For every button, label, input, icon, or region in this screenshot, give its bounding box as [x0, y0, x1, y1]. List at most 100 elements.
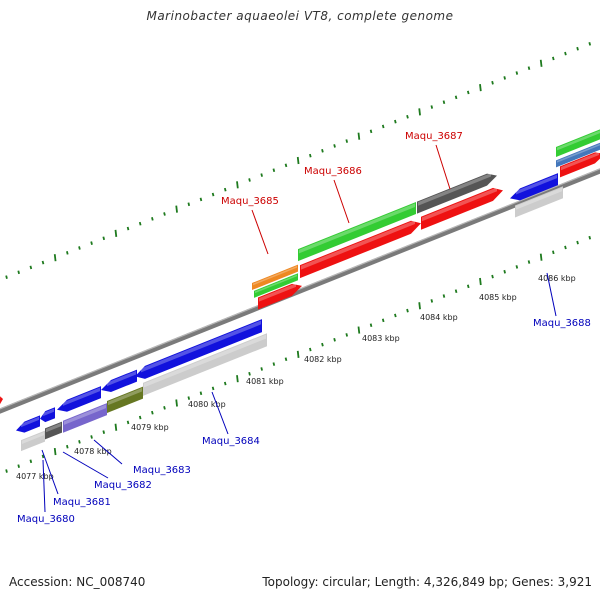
feature-red-right-shape: [560, 152, 600, 178]
tick-mark-outer: [5, 275, 8, 279]
gene-leader-line: [333, 179, 350, 224]
backbone-highlight: [0, 168, 600, 410]
tick-mark-inner: [418, 302, 421, 310]
tick-mark-outer: [515, 71, 519, 75]
tick-mark-outer: [564, 51, 567, 56]
feature-maqu-3685-gloss: [259, 283, 296, 302]
feature-maqu-3687-red[interactable]: [421, 187, 503, 230]
tick-mark-inner: [223, 381, 227, 386]
feature-olive[interactable]: [107, 386, 143, 413]
feature-maqu-3687-red-shape: [421, 187, 503, 230]
tick-mark-inner: [151, 410, 154, 415]
feature-maqu-3682-blue-shape: [57, 386, 101, 412]
feature-maqu-3684[interactable]: [135, 319, 262, 379]
tick-mark-outer: [78, 246, 81, 250]
tick-mark-inner: [17, 464, 20, 468]
tick-mark-inner: [138, 415, 142, 420]
feature-red-right[interactable]: [560, 151, 600, 178]
feature-maqu-3680-blue-shape: [16, 415, 40, 433]
tick-mark-inner: [78, 440, 81, 444]
feature-maqu-3685[interactable]: [258, 283, 302, 310]
feature-maqu-3684-shape: [135, 319, 262, 379]
feature-maqu-3686-top-shape: [298, 201, 416, 262]
tick-mark-outer: [381, 124, 385, 129]
feature-maqu-3688-blue-shape: [510, 173, 558, 201]
gene-label-forward[interactable]: Maqu_3687: [405, 131, 463, 142]
gene-label-forward[interactable]: Maqu_3685: [221, 196, 279, 207]
feature-maqu-3687-gloss: [418, 172, 491, 206]
feature-maqu-3681-blue-shape: [40, 407, 55, 423]
feature-maqu-3686[interactable]: [300, 220, 421, 279]
tick-mark-inner: [211, 386, 215, 391]
scale-label: 4084 kbp: [420, 313, 458, 322]
tick-mark-inner: [454, 289, 458, 294]
tick-mark-outer: [309, 153, 312, 158]
feature-blue-mid-shape: [101, 369, 137, 392]
tick-mark-outer: [29, 265, 33, 270]
scale-label: 4077 kbp: [16, 472, 54, 481]
accession-label: Accession: NC_008740: [9, 575, 146, 589]
feature-maqu-3687-red-gloss: [422, 187, 497, 222]
tick-mark-inner: [53, 447, 57, 456]
feature-maqu-3688-blue[interactable]: [510, 173, 558, 201]
tick-mark-inner: [539, 253, 543, 261]
tick-mark-inner: [296, 350, 300, 358]
tick-mark-outer: [430, 105, 434, 109]
feature-gray-long-gloss: [144, 334, 266, 388]
feature-blue-right[interactable]: [556, 141, 600, 168]
scale-label: 4082 kbp: [304, 355, 342, 364]
tick-mark-outer: [527, 66, 531, 70]
tick-mark-outer: [345, 139, 349, 143]
gene-label-reverse[interactable]: Maqu_3688: [533, 318, 591, 329]
feature-maqu-3681-blue[interactable]: [40, 407, 55, 423]
tick-mark-outer: [394, 119, 397, 124]
tick-mark-inner: [199, 391, 203, 396]
gene-label-reverse[interactable]: Maqu_3680: [17, 514, 75, 525]
scale-labels: 4077 kbp 4078 kbp 4079 kbp 4080 kbp 4081 kbp…: [16, 274, 576, 481]
scale-label: 4078 kbp: [74, 447, 112, 456]
feature-gray-long[interactable]: [143, 333, 267, 396]
tick-mark-inner: [5, 469, 8, 473]
tick-mark-outer: [333, 144, 336, 148]
gene-label-reverse[interactable]: Maqu_3684: [202, 436, 260, 447]
tick-mark-inner: [260, 367, 263, 371]
feature-gray-small[interactable]: [21, 430, 45, 452]
gene-label-reverse[interactable]: Maqu_3681: [53, 497, 111, 508]
feature-green-right[interactable]: [556, 127, 600, 157]
feature-dark-small[interactable]: [45, 421, 62, 440]
gene-leader-line: [546, 272, 557, 317]
tick-mark-outer: [260, 173, 263, 177]
backbone-line: [0, 168, 600, 414]
tick-mark-outer: [539, 59, 543, 67]
tick-mark-inner: [515, 265, 519, 269]
feature-maqu-3687[interactable]: [417, 172, 497, 214]
tick-mark-outer: [369, 129, 373, 134]
gene-features: [0, 127, 600, 452]
tick-mark-inner: [564, 245, 567, 250]
tick-mark-outer: [53, 254, 57, 262]
feature-maqu-3680-blue[interactable]: [16, 415, 40, 433]
tick-mark-inner: [236, 375, 239, 383]
tick-mark-inner: [41, 454, 45, 459]
tick-mark-outer: [175, 205, 178, 213]
genome-title: Marinobacter aquaeolei VT8, complete gen…: [146, 9, 454, 23]
tick-mark-inner: [442, 294, 446, 298]
gene-label-reverse[interactable]: Maqu_3683: [133, 465, 191, 476]
tick-mark-inner: [479, 277, 482, 286]
feature-maqu-3688-gray[interactable]: [515, 186, 563, 218]
feature-maqu-3688-blue-gloss: [516, 174, 557, 195]
feature-maqu-3685-orange[interactable]: [252, 264, 298, 291]
gene-label-reverse[interactable]: Maqu_3682: [94, 480, 152, 491]
feature-maqu-3685-green[interactable]: [254, 273, 298, 298]
feature-maqu-3686-top[interactable]: [298, 201, 416, 262]
gene-label-forward[interactable]: Maqu_3686: [304, 166, 362, 177]
tick-mark-inner: [394, 313, 397, 318]
feature-blue-mid[interactable]: [101, 369, 137, 392]
tick-mark-outer: [454, 95, 458, 100]
tick-mark-inner: [503, 269, 506, 274]
feature-maqu-3682-blue[interactable]: [57, 386, 101, 412]
tick-mark-outer: [236, 181, 239, 189]
feature-purple[interactable]: [63, 403, 107, 433]
feature-red-left[interactable]: [0, 395, 3, 410]
tick-mark-inner: [406, 308, 409, 313]
